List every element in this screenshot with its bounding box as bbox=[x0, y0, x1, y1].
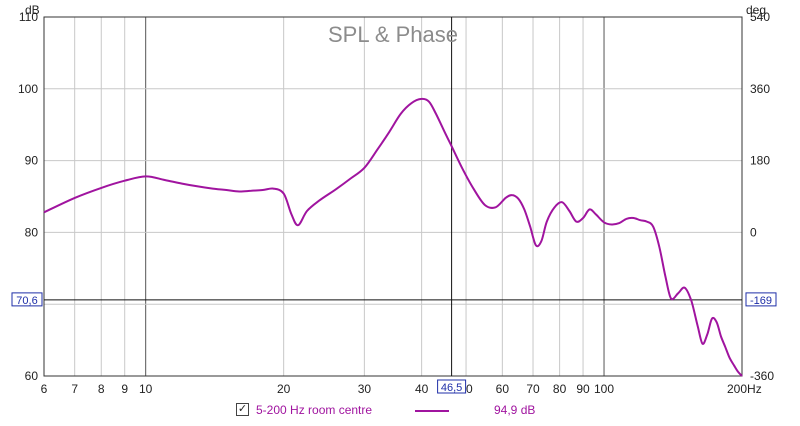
cursor-y2-box bbox=[745, 292, 777, 307]
x-tick-label: 7 bbox=[71, 382, 78, 396]
y-tick-label: 60 bbox=[25, 369, 39, 383]
x-tick-label: 30 bbox=[358, 382, 372, 396]
x-tick-label: 10 bbox=[139, 382, 153, 396]
grid-lines bbox=[43, 16, 743, 377]
left-axis-unit: dB bbox=[25, 3, 40, 17]
y-tick-label: 80 bbox=[25, 225, 39, 239]
y-tick-label: 90 bbox=[25, 154, 39, 168]
x-tick-label: 20 bbox=[277, 382, 291, 396]
y2-tick-label: 0 bbox=[750, 225, 757, 239]
cursor-y-box bbox=[11, 292, 43, 307]
chart-title: SPL & Phase bbox=[328, 22, 458, 47]
series-visibility-checkbox[interactable]: ✓ bbox=[236, 403, 249, 416]
x-tick-label: 9 bbox=[121, 382, 128, 396]
y-tick-labels: 60 80 90 100 110 bbox=[18, 10, 38, 383]
cursor-x-box bbox=[437, 379, 467, 394]
y-tick-label: 100 bbox=[18, 82, 38, 96]
x-tick-label: 6 bbox=[41, 382, 48, 396]
cursor-x-label: 46,5 bbox=[441, 382, 462, 394]
x-tick-label: 100 bbox=[594, 382, 614, 396]
legend-line-swatch bbox=[415, 410, 449, 412]
x-tick-label: 60 bbox=[496, 382, 510, 396]
cursor-lines bbox=[44, 17, 742, 376]
x-tick-label: 8 bbox=[98, 382, 105, 396]
y-tick-label: 110 bbox=[19, 10, 38, 24]
x-tick-label: 40 bbox=[415, 382, 429, 396]
y2-tick-label: -360 bbox=[750, 369, 774, 383]
legend: ✓ 5-200 Hz room centre 94,9 dB bbox=[0, 400, 800, 422]
y2-tick-label: 180 bbox=[750, 154, 770, 168]
cursor-y-label: 70,6 bbox=[16, 295, 37, 307]
y2-tick-label: 540 bbox=[750, 10, 770, 24]
spl-curve bbox=[43, 97, 743, 377]
y2-tick-label: 360 bbox=[750, 82, 770, 96]
cursor-y2-readout: -169 bbox=[745, 292, 777, 307]
x-tick-labels: 6789102030405060708090100 bbox=[41, 382, 615, 396]
legend-series-value: 94,9 dB bbox=[494, 403, 536, 417]
x-unit-label: 200Hz bbox=[727, 382, 762, 396]
cursor-y2-label: -169 bbox=[750, 295, 772, 307]
cursor-x-readout: 46,5 bbox=[437, 379, 467, 394]
x-tick-label: 70 bbox=[526, 382, 540, 396]
spl-phase-chart: SPL & Phase dB deg 678910203040506070809… bbox=[11, 3, 777, 396]
plot-frame bbox=[43, 16, 743, 377]
x-tick-label: 90 bbox=[576, 382, 590, 396]
y2-tick-labels: -360 0 180 360 540 bbox=[750, 10, 774, 383]
cursor-y-readout: 70,6 bbox=[11, 292, 43, 307]
right-axis-unit: deg bbox=[746, 3, 766, 17]
x-tick-label: 80 bbox=[553, 382, 567, 396]
legend-series-name[interactable]: 5-200 Hz room centre bbox=[256, 403, 373, 417]
